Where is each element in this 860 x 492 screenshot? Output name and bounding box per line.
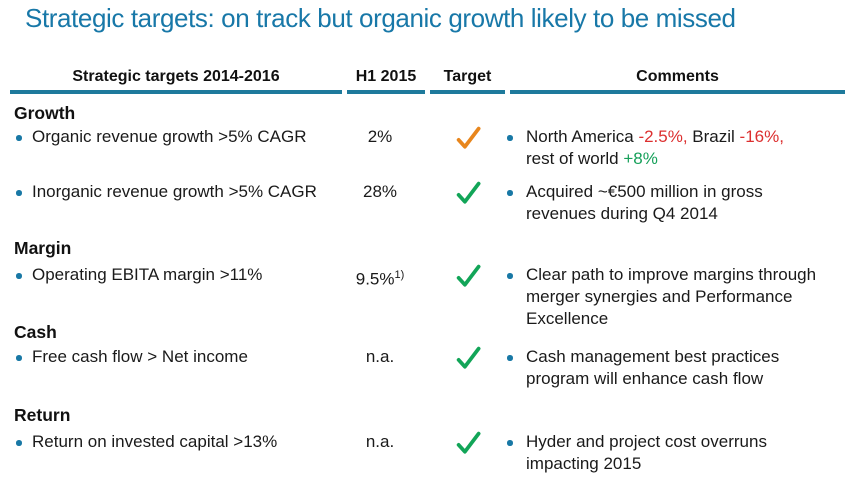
section-heading-return: Return (14, 405, 71, 425)
bullet-icon (16, 190, 22, 196)
comment-line: revenues during Q4 2014 (526, 204, 718, 223)
comment-line: North America -2.5%, Brazil -16%, (526, 127, 784, 146)
target-cell: Return on invested capital >13% (16, 431, 338, 453)
target-cell: Operating EBITA margin >11% (16, 264, 338, 286)
comment-line: Clear path to improve margins through (526, 265, 817, 284)
comment-cell: Clear path to improve margins through me… (507, 264, 845, 330)
table-header: Strategic targets 2014-2016 H1 2015 Targ… (10, 60, 845, 94)
target-cell: Organic revenue growth >5% CAGR (16, 126, 338, 148)
h1-2015-value: 9.5%1) (355, 269, 405, 289)
h1-2015-value: 2% (367, 127, 393, 146)
comment-line: program will enhance cash flow (526, 369, 764, 388)
comment-cell: Hyder and project cost overruns impactin… (507, 431, 845, 475)
comment-cell: North America -2.5%, Brazil -16%, rest o… (507, 126, 845, 170)
target-label: Inorganic revenue growth >5% CAGR (32, 182, 317, 201)
bullet-icon (16, 273, 22, 279)
check-icon (453, 178, 483, 208)
section-heading-growth: Growth (14, 103, 76, 123)
target-status-cell (430, 181, 505, 214)
check-icon (453, 123, 483, 153)
column-header-h1-2015: H1 2015 (347, 60, 425, 94)
comment-line: Cash management best practices (526, 347, 780, 366)
section-heading-margin: Margin (14, 238, 72, 258)
target-status-cell (430, 431, 505, 464)
h1-2015-value: n.a. (365, 432, 395, 451)
target-status-cell (430, 126, 505, 159)
h1-2015-value: n.a. (365, 347, 395, 366)
comment-cell: Acquired ~€500 million in gross revenues… (507, 181, 845, 225)
target-label: Operating EBITA margin >11% (32, 265, 263, 284)
comment-line: impacting 2015 (526, 454, 642, 473)
check-icon (453, 428, 483, 458)
bullet-icon (16, 355, 22, 361)
target-label: Return on invested capital >13% (32, 432, 278, 451)
comment-line: Excellence (526, 309, 609, 328)
bullet-icon (507, 135, 513, 141)
comment-line: rest of world +8% (526, 149, 658, 168)
target-status-cell (430, 346, 505, 379)
page-title: Strategic targets: on track but organic … (25, 3, 736, 33)
check-icon (453, 261, 483, 291)
comment-line: Hyder and project cost overruns (526, 432, 767, 451)
comment-cell: Cash management best practices program w… (507, 346, 845, 390)
column-header-comments: Comments (510, 60, 845, 94)
target-cell: Free cash flow > Net income (16, 346, 338, 368)
column-header-targets: Strategic targets 2014-2016 (10, 60, 342, 94)
bullet-icon (507, 190, 513, 196)
footnote-marker: 1) (394, 269, 405, 281)
comment-line: Acquired ~€500 million in gross (526, 182, 763, 201)
comment-line: merger synergies and Performance (526, 287, 793, 306)
target-label: Organic revenue growth >5% CAGR (32, 127, 307, 146)
column-header-target: Target (430, 60, 505, 94)
bullet-icon (507, 440, 513, 446)
section-heading-cash: Cash (14, 322, 57, 342)
target-status-cell (430, 264, 505, 297)
target-label: Free cash flow > Net income (32, 347, 248, 366)
bullet-icon (16, 135, 22, 141)
h1-2015-value: 28% (362, 182, 398, 201)
bullet-icon (507, 355, 513, 361)
bullet-icon (507, 273, 513, 279)
target-cell: Inorganic revenue growth >5% CAGR (16, 181, 338, 203)
bullet-icon (16, 440, 22, 446)
check-icon (453, 343, 483, 373)
